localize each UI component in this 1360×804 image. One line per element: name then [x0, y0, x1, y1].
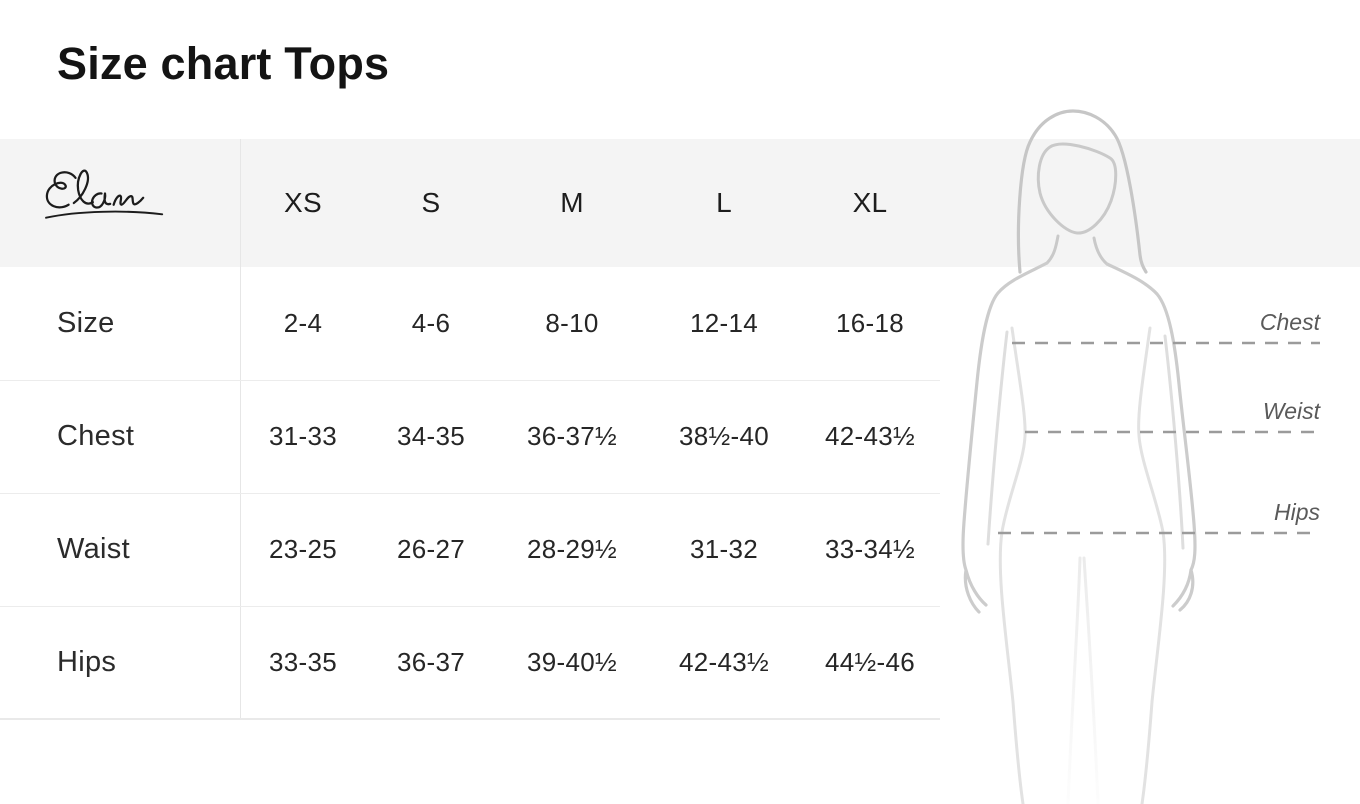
size-column-header-l: L [716, 187, 732, 218]
row-label-waist: Waist [57, 533, 130, 565]
figure-right-shoulder-arm [1105, 262, 1197, 612]
chest-value-xs: 31-33 [269, 421, 337, 451]
figure-right-inner-arm [1163, 334, 1185, 550]
figure-neck-left [1045, 234, 1060, 265]
row-label-hips: Hips [57, 646, 117, 678]
size-value-l: 12-14 [690, 308, 758, 338]
size-value-xl: 16-18 [836, 308, 904, 338]
figure-right-inner-leg [1082, 556, 1100, 804]
figure-left-inner-leg [1066, 556, 1082, 804]
logo-letter-l [72, 169, 94, 205]
waist-value-xs: 23-25 [269, 534, 337, 564]
table-row-divider-3 [0, 606, 940, 607]
hips-value-l: 42-43½ [679, 647, 769, 677]
figure-neck-right [1092, 236, 1109, 266]
hips-value-xl: 44½-46 [825, 647, 915, 677]
figure-face-outline [1036, 142, 1118, 235]
size-value-s: 4-6 [411, 308, 451, 338]
chest-measure-label: Chest [1260, 309, 1322, 335]
row-label-chest: Chest [57, 420, 135, 452]
body-measurement-figure: Chest Weist Hips [961, 109, 1322, 804]
row-label-size: Size [57, 307, 115, 339]
figure-left-shoulder-arm [961, 261, 1049, 614]
table-column-divider [240, 139, 241, 719]
hips-value-m: 39-40½ [527, 647, 617, 677]
waist-value-xl: 33-34½ [825, 534, 915, 564]
size-value-m: 8-10 [545, 308, 599, 338]
size-column-header-s: S [421, 187, 441, 218]
logo-underline [45, 210, 164, 219]
size-column-header-xl: XL [852, 187, 888, 218]
figure-right-torso-side [1137, 326, 1167, 804]
table-row-divider-1 [0, 380, 940, 381]
brand-logo-cell [0, 139, 240, 267]
page-title: Size chart Tops [57, 38, 390, 89]
hips-value-xs: 33-35 [269, 647, 337, 677]
waist-measure-label: Weist [1263, 398, 1322, 424]
size-value-xs: 2-4 [283, 308, 323, 338]
chest-value-m: 36-37½ [527, 421, 617, 451]
size-table: XS S M L XL Size 2-4 4-6 8-10 12-14 16-1… [0, 139, 940, 719]
chest-value-l: 38½-40 [679, 421, 769, 451]
chest-value-s: 34-35 [397, 421, 465, 451]
logo-letter-a [90, 192, 112, 209]
waist-value-s: 26-27 [397, 534, 465, 564]
size-column-header-m: M [560, 187, 584, 218]
logo-letter-n [112, 194, 145, 206]
figure-left-torso-side [998, 326, 1027, 804]
hips-value-s: 36-37 [397, 647, 465, 677]
hips-measure-label: Hips [1274, 499, 1321, 525]
waist-value-m: 28-29½ [527, 534, 617, 564]
chest-value-xl: 42-43½ [825, 421, 915, 451]
table-row-divider-2 [0, 493, 940, 494]
waist-value-l: 31-32 [690, 534, 758, 564]
size-column-header-xs: XS [284, 187, 322, 218]
figure-hair-outline [1016, 109, 1148, 274]
table-bottom-border [0, 718, 940, 720]
logo-letter-E [45, 171, 77, 209]
figure-left-inner-arm [986, 330, 1009, 546]
elan-logo [45, 169, 164, 219]
